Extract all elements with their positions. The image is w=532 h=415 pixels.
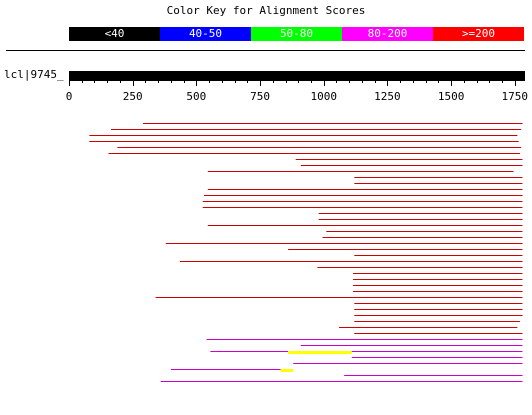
hit-alignment-bar[interactable] [293,363,523,364]
hit-alignment-bar[interactable] [353,273,523,274]
hit-alignment-bar[interactable] [202,201,523,202]
color-key-legend: <40 40-50 50-80 80-200 >=200 [69,27,524,41]
axis-tick-label: 1500 [438,90,465,103]
hit-alignment-bar[interactable] [354,321,520,322]
key-50-80: 50-80 [251,27,342,41]
hit-alignment-bar[interactable] [354,315,523,316]
hit-alignment-bar[interactable] [108,153,520,154]
color-key-title: Color Key for Alignment Scores [166,4,366,17]
hit-alignment-bar[interactable] [354,333,523,334]
hit-alignment-bar[interactable] [179,261,523,262]
hit-alignment-bar[interactable] [354,303,523,304]
hit-alignment-bar[interactable] [170,369,281,370]
hit-alignment-bar[interactable] [111,129,522,130]
hit-alignment-bar[interactable] [317,267,523,268]
key-80-200: 80-200 [342,27,433,41]
hit-alignment-bar[interactable] [318,219,523,220]
key-ge200: >=200 [433,27,524,41]
axis-tick-label: 1750 [502,90,529,103]
hit-alignment-bar[interactable] [351,351,523,352]
hit-alignment-bar[interactable] [322,237,523,238]
hit-alignment-bar[interactable] [165,243,523,244]
hit-alignment-bar[interactable] [207,171,514,172]
hit-alignment-bar[interactable] [354,183,523,184]
hit-alignment-bar[interactable] [117,147,522,148]
hit-alignment-bar[interactable] [344,375,523,376]
hit-alignment-bar[interactable] [202,207,523,208]
key-40-50: 40-50 [160,27,251,41]
query-bar [69,71,525,81]
hit-alignment-bar[interactable] [142,123,523,124]
hit-alignment-bar[interactable] [288,249,523,250]
hit-alignment-bar[interactable] [354,177,523,178]
hit-alignment-bar[interactable] [353,279,523,280]
hit-alignment-bar[interactable] [207,225,523,226]
query-axis: 0 250 500 750 1000 1250 1500 1750 [66,80,529,103]
hit-alignment-bar[interactable] [326,231,523,232]
axis-tick-label: 1250 [374,90,401,103]
query-label: lcl|9745_ [4,68,64,81]
axis-tick-label: 750 [250,90,270,103]
hit-alignment-bar[interactable] [353,291,523,292]
axis-tick-label: 1000 [310,90,337,103]
hit-alignment-bar[interactable] [339,327,518,328]
hit-alignment-bar[interactable] [300,345,523,346]
hit-alignment-bar[interactable] [210,351,289,352]
hit-alignment-bar[interactable] [354,309,523,310]
hit-alignment-bar[interactable] [318,213,523,214]
hit-alignment-bar[interactable] [353,285,523,286]
hit-alignment-bar[interactable] [288,351,352,354]
hit-alignments [89,123,523,382]
axis-tick-label: 0 [66,90,73,103]
divider-line [6,50,525,51]
hit-alignment-bar[interactable] [89,141,519,142]
hit-alignment-bar[interactable] [206,339,523,340]
hit-alignment-bar[interactable] [354,255,523,256]
hit-alignment-bar[interactable] [155,297,523,298]
hit-alignment-bar[interactable] [295,159,523,160]
hit-alignment-bar[interactable] [300,165,523,166]
hit-alignment-bar[interactable] [207,189,523,190]
hit-alignment-bar[interactable] [160,381,523,382]
axis-tick-label: 500 [186,90,206,103]
hit-alignment-bar[interactable] [351,357,523,358]
hit-alignment-bar[interactable] [204,195,523,196]
axis-tick-label: 250 [123,90,143,103]
hit-alignment-bar[interactable] [89,135,518,136]
key-lt40: <40 [69,27,160,41]
hit-alignment-bar[interactable] [280,369,294,372]
